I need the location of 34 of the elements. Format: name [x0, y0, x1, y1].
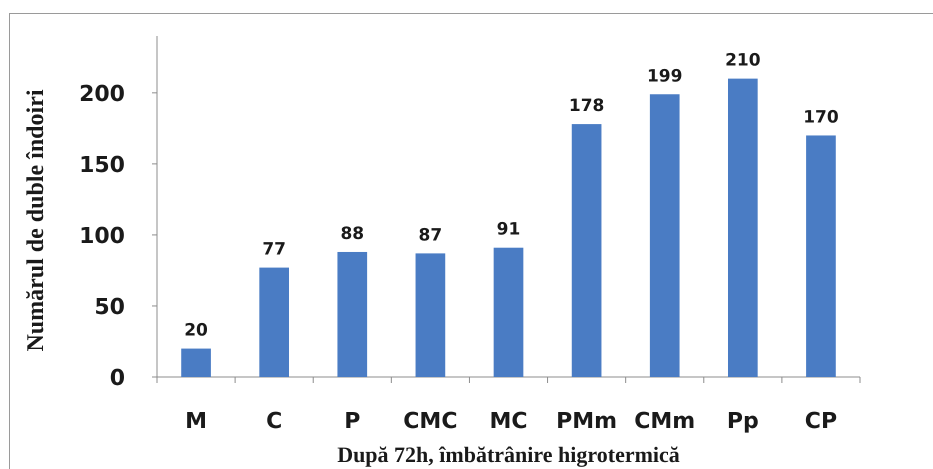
x-tick-label: Pp [726, 409, 759, 434]
data-label: 199 [646, 66, 682, 86]
x-tick-label: C [266, 409, 282, 434]
y-tick-label: 200 [79, 82, 125, 107]
y-tick-label: 100 [79, 224, 125, 249]
bar [337, 252, 368, 377]
data-label: 210 [725, 50, 761, 71]
data-label: 77 [262, 240, 286, 260]
bar [572, 124, 602, 377]
x-tick-label: CP [804, 409, 838, 434]
x-tick-label: P [344, 409, 360, 434]
x-axis-title: După 72h, îmbătrânire higrotermică [337, 442, 680, 467]
y-tick-label: 50 [94, 294, 125, 320]
data-label: 20 [184, 320, 208, 341]
data-label: 91 [496, 220, 520, 240]
data-label: 178 [568, 96, 604, 116]
data-label: 170 [803, 107, 839, 128]
bar [259, 268, 290, 377]
x-tick-label: PMm [556, 409, 618, 434]
y-tick-label: 0 [110, 366, 125, 391]
bar [806, 135, 836, 377]
y-axis-title: Numărul de duble îndoiri [23, 89, 49, 352]
data-label: 88 [340, 224, 364, 244]
x-tick-label: CMC [403, 409, 458, 434]
x-tick-label: M [185, 409, 208, 434]
bar [494, 248, 524, 377]
bar [650, 94, 680, 377]
y-tick-label: 150 [79, 152, 125, 178]
bar [728, 78, 758, 377]
bar [416, 253, 446, 377]
x-tick-label: CMm [634, 409, 696, 434]
data-label: 87 [418, 225, 442, 246]
bar [181, 348, 211, 377]
x-tick-label: MC [489, 409, 528, 434]
